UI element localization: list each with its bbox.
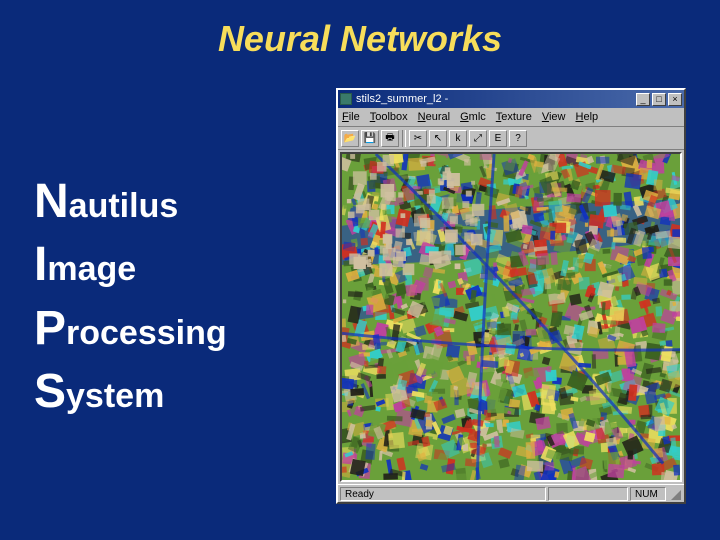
canvas-wrap	[338, 150, 684, 484]
minimize-button[interactable]: _	[636, 93, 650, 106]
maximize-button[interactable]: □	[652, 93, 666, 106]
acronym-big-i: I	[34, 238, 47, 291]
menu-gmlc[interactable]: Gmlc	[460, 111, 486, 123]
menu-file[interactable]: File	[342, 111, 360, 123]
toolbar-cut-button[interactable]: ✂	[409, 130, 427, 147]
acronym-row-processing: Processing	[34, 297, 227, 360]
toolbar-tool-k-button[interactable]: k	[449, 130, 467, 147]
acronym-row-system: System	[34, 360, 227, 423]
close-button[interactable]: ×	[668, 93, 682, 106]
acronym-rest: ystem	[66, 377, 164, 415]
toolbar-tool-k2-button[interactable]: ⤢	[469, 130, 487, 147]
acronym-big-n: N	[34, 175, 69, 228]
toolbar-arrow-button[interactable]: ↖	[429, 130, 447, 147]
acronym-big-p: P	[34, 302, 66, 355]
menu-texture[interactable]: Texture	[496, 111, 532, 123]
acronym-row-nautilus: Nautilus	[34, 170, 227, 233]
slide-title: Neural Networks	[0, 18, 720, 60]
menu-neural[interactable]: Neural	[418, 111, 450, 123]
toolbar-help-button[interactable]: ?	[509, 130, 527, 147]
resize-grip[interactable]	[668, 487, 682, 501]
app-window: stils2_summer_l2 - _ □ × File Toolbox Ne…	[336, 88, 686, 504]
toolbar-open-button[interactable]: 📂	[341, 130, 359, 147]
menu-view[interactable]: View	[542, 111, 566, 123]
toolbar: 📂💾🖶 ✂↖k⤢E?	[338, 127, 684, 150]
titlebar[interactable]: stils2_summer_l2 - _ □ ×	[338, 90, 684, 108]
status-ready: Ready	[340, 487, 546, 501]
titlebar-title: stils2_summer_l2 -	[356, 93, 448, 105]
acronym-block: Nautilus Image Processing System	[34, 170, 227, 423]
acronym-big-s: S	[34, 365, 66, 418]
slide-root: Neural Networks Nautilus Image Processin…	[0, 0, 720, 540]
menubar: File Toolbox Neural Gmlc Texture View He…	[338, 108, 684, 127]
toolbar-tool-e-button[interactable]: E	[489, 130, 507, 147]
acronym-rest: mage	[47, 250, 136, 288]
acronym-row-image: Image	[34, 233, 227, 296]
acronym-rest: autilus	[69, 187, 179, 225]
menu-help[interactable]: Help	[576, 111, 599, 123]
status-num: NUM	[630, 487, 666, 501]
toolbar-print-button[interactable]: 🖶	[381, 130, 399, 147]
toolbar-save-button[interactable]: 💾	[361, 130, 379, 147]
status-mid	[548, 487, 628, 501]
app-icon	[340, 93, 352, 105]
satellite-canvas[interactable]	[340, 152, 682, 482]
acronym-rest: rocessing	[66, 314, 227, 352]
statusbar: Ready NUM	[338, 484, 684, 502]
menu-toolbox[interactable]: Toolbox	[370, 111, 408, 123]
toolbar-separator	[402, 130, 406, 147]
